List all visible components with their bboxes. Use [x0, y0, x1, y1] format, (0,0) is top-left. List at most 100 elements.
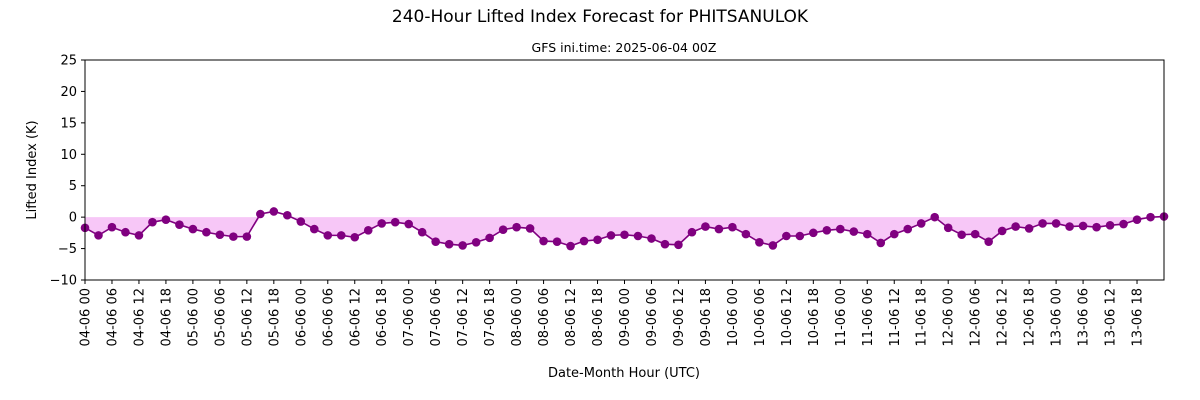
- x-tick-label: 11-06 12: [888, 288, 903, 346]
- data-point: [1092, 222, 1101, 232]
- data-point: [997, 226, 1007, 236]
- data-point: [498, 225, 508, 235]
- data-point: [1078, 221, 1088, 231]
- data-point: [417, 227, 427, 237]
- data-point: [444, 239, 454, 249]
- data-point: [714, 224, 724, 234]
- data-point: [620, 230, 629, 240]
- chart-title: 240-Hour Lifted Index Forecast for PHITS…: [392, 7, 809, 27]
- data-point: [889, 229, 899, 239]
- x-tick-label: 07-06 18: [483, 288, 498, 346]
- data-point: [836, 224, 845, 234]
- x-tick-label: 04-06 06: [105, 288, 120, 346]
- x-tick-label: 06-06 12: [348, 288, 363, 346]
- data-point: [94, 231, 103, 240]
- x-tick-label: 12-06 06: [969, 288, 984, 346]
- data-point: [822, 226, 832, 235]
- data-point: [350, 232, 360, 242]
- data-point: [363, 226, 373, 235]
- y-tick-label: −5: [58, 242, 77, 257]
- data-point: [242, 232, 252, 241]
- data-point: [795, 231, 805, 241]
- x-tick-label: 08-06 06: [537, 288, 552, 346]
- data-point: [957, 230, 966, 240]
- x-tick-label: 13-06 12: [1104, 288, 1119, 346]
- x-tick-label: 06-06 00: [294, 288, 309, 346]
- data-point: [687, 227, 697, 237]
- data-point: [309, 224, 319, 234]
- data-point: [512, 222, 521, 232]
- data-point: [188, 224, 198, 234]
- x-tick-label: 10-06 12: [780, 288, 795, 346]
- data-point: [782, 231, 791, 241]
- y-axis-ticks: 25 20 15 10 5 0 −5 −10: [50, 54, 85, 289]
- plot-frame: [84, 59, 1165, 281]
- data-point: [525, 224, 535, 233]
- data-point: [1051, 219, 1061, 228]
- y-tick-label: 0: [69, 211, 77, 226]
- data-point: [876, 238, 886, 248]
- data-point: [916, 219, 926, 228]
- data-point: [1038, 219, 1047, 228]
- x-tick-label: 09-06 18: [699, 288, 714, 346]
- x-tick-label: 08-06 00: [510, 288, 525, 346]
- data-point: [1105, 221, 1115, 230]
- data-point: [755, 237, 764, 247]
- x-tick-label: 11-06 06: [861, 288, 876, 346]
- data-point: [701, 222, 710, 231]
- data-point: [269, 207, 279, 216]
- y-tick-label: 15: [60, 116, 77, 131]
- data-point: [728, 222, 737, 232]
- data-point: [485, 233, 494, 243]
- data-point: [633, 231, 643, 241]
- data-point: [1065, 222, 1074, 231]
- y-tick-label: 25: [60, 54, 77, 69]
- data-point: [256, 209, 265, 219]
- data-point: [539, 236, 548, 246]
- x-tick-label: 09-06 06: [645, 288, 660, 346]
- x-tick-label: 09-06 00: [618, 288, 633, 346]
- data-point: [202, 227, 211, 237]
- chart-subtitle: GFS ini.time: 2025-06-04 00Z: [532, 40, 717, 55]
- x-axis-label: Date-Month Hour (UTC): [548, 366, 700, 381]
- x-tick-label: 13-06 18: [1131, 288, 1146, 346]
- x-tick-label: 13-06 00: [1050, 288, 1065, 346]
- data-point: [1119, 219, 1128, 229]
- x-tick-label: 07-06 06: [429, 288, 444, 346]
- x-tick-label: 05-06 06: [213, 288, 228, 346]
- data-point: [107, 222, 117, 232]
- data-point: [121, 227, 130, 237]
- x-tick-label: 07-06 12: [456, 288, 471, 346]
- data-point: [175, 220, 184, 229]
- x-tick-label: 08-06 18: [591, 288, 606, 346]
- data-point: [336, 231, 346, 240]
- x-tick-label: 09-06 12: [672, 288, 687, 346]
- x-tick-label: 12-06 00: [942, 288, 957, 346]
- x-tick-label: 07-06 00: [402, 288, 417, 346]
- data-point: [161, 215, 171, 224]
- x-tick-label: 10-06 06: [753, 288, 768, 346]
- data-point: [148, 217, 157, 227]
- x-tick-label: 05-06 00: [186, 288, 201, 346]
- data-point: [768, 241, 778, 250]
- data-point: [593, 235, 602, 245]
- x-tick-label: 04-06 12: [132, 288, 147, 346]
- x-tick-label: 05-06 18: [267, 288, 282, 346]
- y-tick-label: 10: [60, 148, 77, 163]
- x-axis-ticks: 04-06 00 04-06 06 04-06 12 04-06 18 05-06 00…: [79, 280, 1146, 346]
- x-tick-label: 13-06 06: [1077, 288, 1092, 346]
- x-tick-label: 11-06 00: [834, 288, 849, 346]
- x-tick-label: 04-06 18: [159, 288, 174, 346]
- y-tick-label: 20: [60, 85, 77, 100]
- data-point: [741, 229, 751, 239]
- data-point: [323, 231, 333, 240]
- data-point: [471, 237, 481, 247]
- data-point: [404, 219, 414, 229]
- x-tick-label: 08-06 12: [564, 288, 579, 346]
- data-point: [134, 231, 144, 240]
- x-tick-label: 04-06 00: [79, 288, 94, 346]
- data-point: [862, 229, 872, 239]
- data-point: [1024, 224, 1034, 233]
- data-point: [1132, 215, 1142, 224]
